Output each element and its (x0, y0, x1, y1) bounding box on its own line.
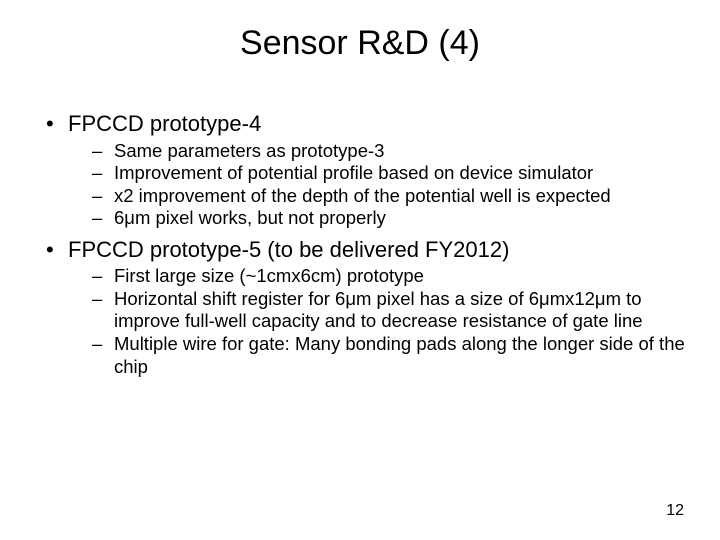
bullet-text: FPCCD prototype-4 (68, 111, 261, 136)
sub-bullet-item: Horizontal shift register for 6μm pixel … (68, 288, 690, 333)
slide: Sensor R&D (4) FPCCD prototype-4 Same pa… (0, 0, 720, 540)
sub-bullet-item: 6μm pixel works, but not properly (68, 207, 690, 230)
slide-content: FPCCD prototype-4 Same parameters as pro… (44, 110, 690, 384)
sub-bullet-text: Improvement of potential profile based o… (114, 162, 593, 183)
bullet-item: FPCCD prototype-4 Same parameters as pro… (44, 110, 690, 230)
slide-title: Sensor R&D (4) (0, 24, 720, 63)
bullet-list: FPCCD prototype-4 Same parameters as pro… (44, 110, 690, 378)
sub-bullet-item: Same parameters as prototype-3 (68, 140, 690, 163)
bullet-item: FPCCD prototype-5 (to be delivered FY201… (44, 236, 690, 378)
sub-bullet-item: Improvement of potential profile based o… (68, 162, 690, 185)
sub-bullet-text: Same parameters as prototype-3 (114, 140, 384, 161)
sub-bullet-list: First large size (~1cmx6cm) prototype Ho… (68, 265, 690, 378)
sub-bullet-text: 6μm pixel works, but not properly (114, 207, 386, 228)
sub-bullet-text: First large size (~1cmx6cm) prototype (114, 265, 424, 286)
sub-bullet-item: x2 improvement of the depth of the poten… (68, 185, 690, 208)
bullet-text: FPCCD prototype-5 (to be delivered FY201… (68, 237, 509, 262)
sub-bullet-item: Multiple wire for gate: Many bonding pad… (68, 333, 690, 378)
sub-bullet-item: First large size (~1cmx6cm) prototype (68, 265, 690, 288)
sub-bullet-list: Same parameters as prototype-3 Improveme… (68, 140, 690, 230)
sub-bullet-text: x2 improvement of the depth of the poten… (114, 185, 611, 206)
page-number: 12 (666, 502, 684, 520)
sub-bullet-text: Multiple wire for gate: Many bonding pad… (114, 333, 685, 377)
sub-bullet-text: Horizontal shift register for 6μm pixel … (114, 288, 643, 332)
